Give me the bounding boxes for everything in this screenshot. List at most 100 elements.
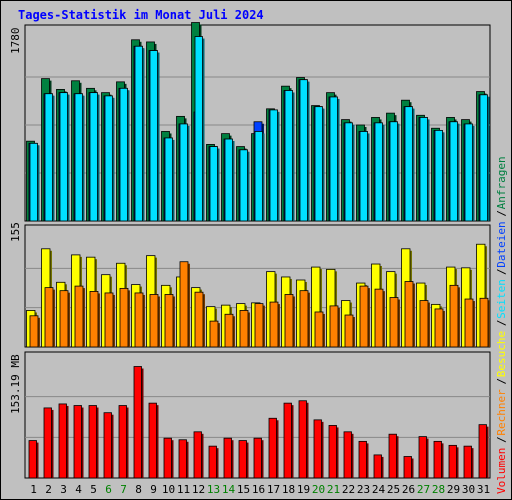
- seiten-bar-day-10-side: [172, 139, 175, 221]
- seiten-bar-day-16-side: [262, 133, 265, 221]
- day-label-19: 19: [297, 483, 310, 496]
- volumen-bar-day-18-side: [291, 405, 294, 478]
- rechner-bar-day-8-side: [143, 294, 145, 347]
- day-label-25: 25: [387, 483, 400, 496]
- rechner-bar-day-24: [374, 288, 384, 348]
- seiten-bar-day-12: [194, 36, 203, 222]
- seiten-bar-day-27-side: [427, 119, 430, 221]
- rechner-bar-day-16-side: [263, 305, 265, 347]
- day-label-31: 31: [477, 483, 490, 496]
- rechner-bar-day-1-side: [38, 317, 40, 347]
- rechner-bar-day-19-side: [308, 292, 310, 347]
- rechner-bar-day-5: [89, 291, 99, 348]
- seiten-bar-day-17-side: [277, 111, 280, 221]
- rechner-bar-day-6-side: [113, 294, 115, 347]
- rechner-bar-day-12-side: [203, 294, 205, 347]
- seiten-bar-day-9-side: [157, 52, 160, 222]
- volumen-bar-day-21-side: [336, 427, 339, 478]
- rechner-bar-day-15-side: [248, 312, 250, 347]
- day-label-20: 20: [312, 483, 325, 496]
- day-label-1: 1: [30, 483, 37, 496]
- volumen-bar-day-9-side: [156, 405, 159, 478]
- seiten-bar-day-1: [29, 142, 38, 222]
- rechner-bar-day-17-side: [278, 304, 280, 347]
- volumen-bar-day-30: [463, 445, 472, 479]
- seiten-bar-day-12-side: [202, 38, 205, 221]
- volumen-bar-day-18: [283, 402, 292, 479]
- volumen-bar-day-29-side: [456, 447, 459, 478]
- seiten-bar-day-3: [59, 92, 68, 222]
- day-label-5: 5: [90, 483, 97, 496]
- seiten-bar-day-11-side: [187, 125, 190, 221]
- volumen-bar-day-27-side: [426, 438, 429, 478]
- legend-separator: /: [495, 436, 508, 443]
- rechner-bar-day-7-side: [128, 290, 130, 347]
- rechner-bar-day-31-side: [488, 300, 490, 347]
- rechner-bar-day-13-side: [218, 323, 220, 347]
- volumen-bar-day-4-side: [81, 407, 84, 478]
- volumen-bar-day-23-side: [366, 443, 369, 478]
- day-label-8: 8: [135, 483, 142, 496]
- rechner-bar-day-5-side: [98, 293, 100, 347]
- seiten-bar-day-26-side: [412, 108, 415, 221]
- volumen-bar-day-13-side: [216, 448, 219, 478]
- volumen-bar-day-17: [268, 417, 277, 479]
- chart-title: Tages-Statistik im Monat Juli 2024: [18, 8, 264, 22]
- seiten-bar-day-25: [389, 121, 398, 222]
- seiten-bar-day-30-side: [472, 125, 475, 221]
- volumen-bar-day-4: [73, 405, 82, 479]
- rechner-bar-day-2: [44, 287, 54, 348]
- seiten-bar-day-15-side: [247, 151, 250, 221]
- seiten-bar-day-5-side: [97, 94, 100, 221]
- seiten-bar-day-20-side: [322, 108, 325, 221]
- volumen-bar-day-6-side: [111, 414, 114, 478]
- day-label-29: 29: [447, 483, 460, 496]
- volumen-bar-day-11: [178, 439, 187, 479]
- volumen-bar-day-15-side: [246, 442, 249, 478]
- seiten-bar-day-18-side: [292, 92, 295, 221]
- day-label-23: 23: [357, 483, 370, 496]
- rechner-bar-day-23-side: [368, 288, 370, 347]
- volumen-bar-day-26-side: [411, 458, 414, 478]
- day-label-24: 24: [372, 483, 386, 496]
- volumen-bar-day-14-side: [231, 440, 234, 478]
- volumen-bar-day-1-side: [36, 442, 39, 478]
- rechner-bar-day-7: [119, 287, 129, 348]
- seiten-bar-day-16: [254, 131, 263, 222]
- volumen-bar-day-30-side: [471, 448, 474, 478]
- volumen-bar-day-16: [253, 437, 262, 479]
- day-label-12: 12: [192, 483, 205, 496]
- rechner-bar-day-4-side: [83, 288, 85, 347]
- volumen-bar-day-5: [88, 405, 97, 479]
- legend-besuche: Besuche: [495, 331, 508, 377]
- volumen-bar-day-7: [118, 405, 127, 479]
- volumen-bar-day-7-side: [126, 407, 129, 478]
- seiten-bar-day-28: [434, 129, 443, 222]
- legend-anfragen: Anfragen: [495, 156, 508, 209]
- volumen-bar-day-19-side: [306, 402, 309, 478]
- seiten-bar-day-21: [329, 96, 338, 222]
- seiten-bar-day-29-side: [457, 123, 460, 221]
- seiten-bar-day-6-side: [112, 97, 115, 221]
- volumen-bar-day-3: [58, 403, 67, 479]
- volumen-bar-day-13: [208, 445, 217, 479]
- seiten-bar-day-19-side: [307, 81, 310, 222]
- day-label-18: 18: [282, 483, 295, 496]
- rechner-bar-day-25-side: [398, 299, 400, 347]
- seiten-bar-day-5: [89, 92, 98, 222]
- rechner-bar-day-3: [59, 290, 69, 348]
- rechner-bar-day-26: [404, 281, 414, 348]
- rechner-bar-day-19: [299, 290, 309, 348]
- rechner-bar-day-16: [254, 303, 264, 348]
- day-label-13: 13: [207, 483, 220, 496]
- rechner-bar-day-3-side: [68, 292, 70, 347]
- panel-3-ymax-label: 153.19 MB: [9, 354, 22, 414]
- day-label-2: 2: [45, 483, 52, 496]
- volumen-bar-day-15: [238, 440, 247, 479]
- volumen-bar-day-6: [103, 412, 112, 479]
- day-label-27: 27: [417, 483, 430, 496]
- day-label-6: 6: [105, 483, 112, 496]
- rechner-bar-day-26-side: [413, 283, 415, 347]
- seiten-bar-day-22: [344, 122, 353, 222]
- seiten-bar-day-13: [209, 146, 218, 222]
